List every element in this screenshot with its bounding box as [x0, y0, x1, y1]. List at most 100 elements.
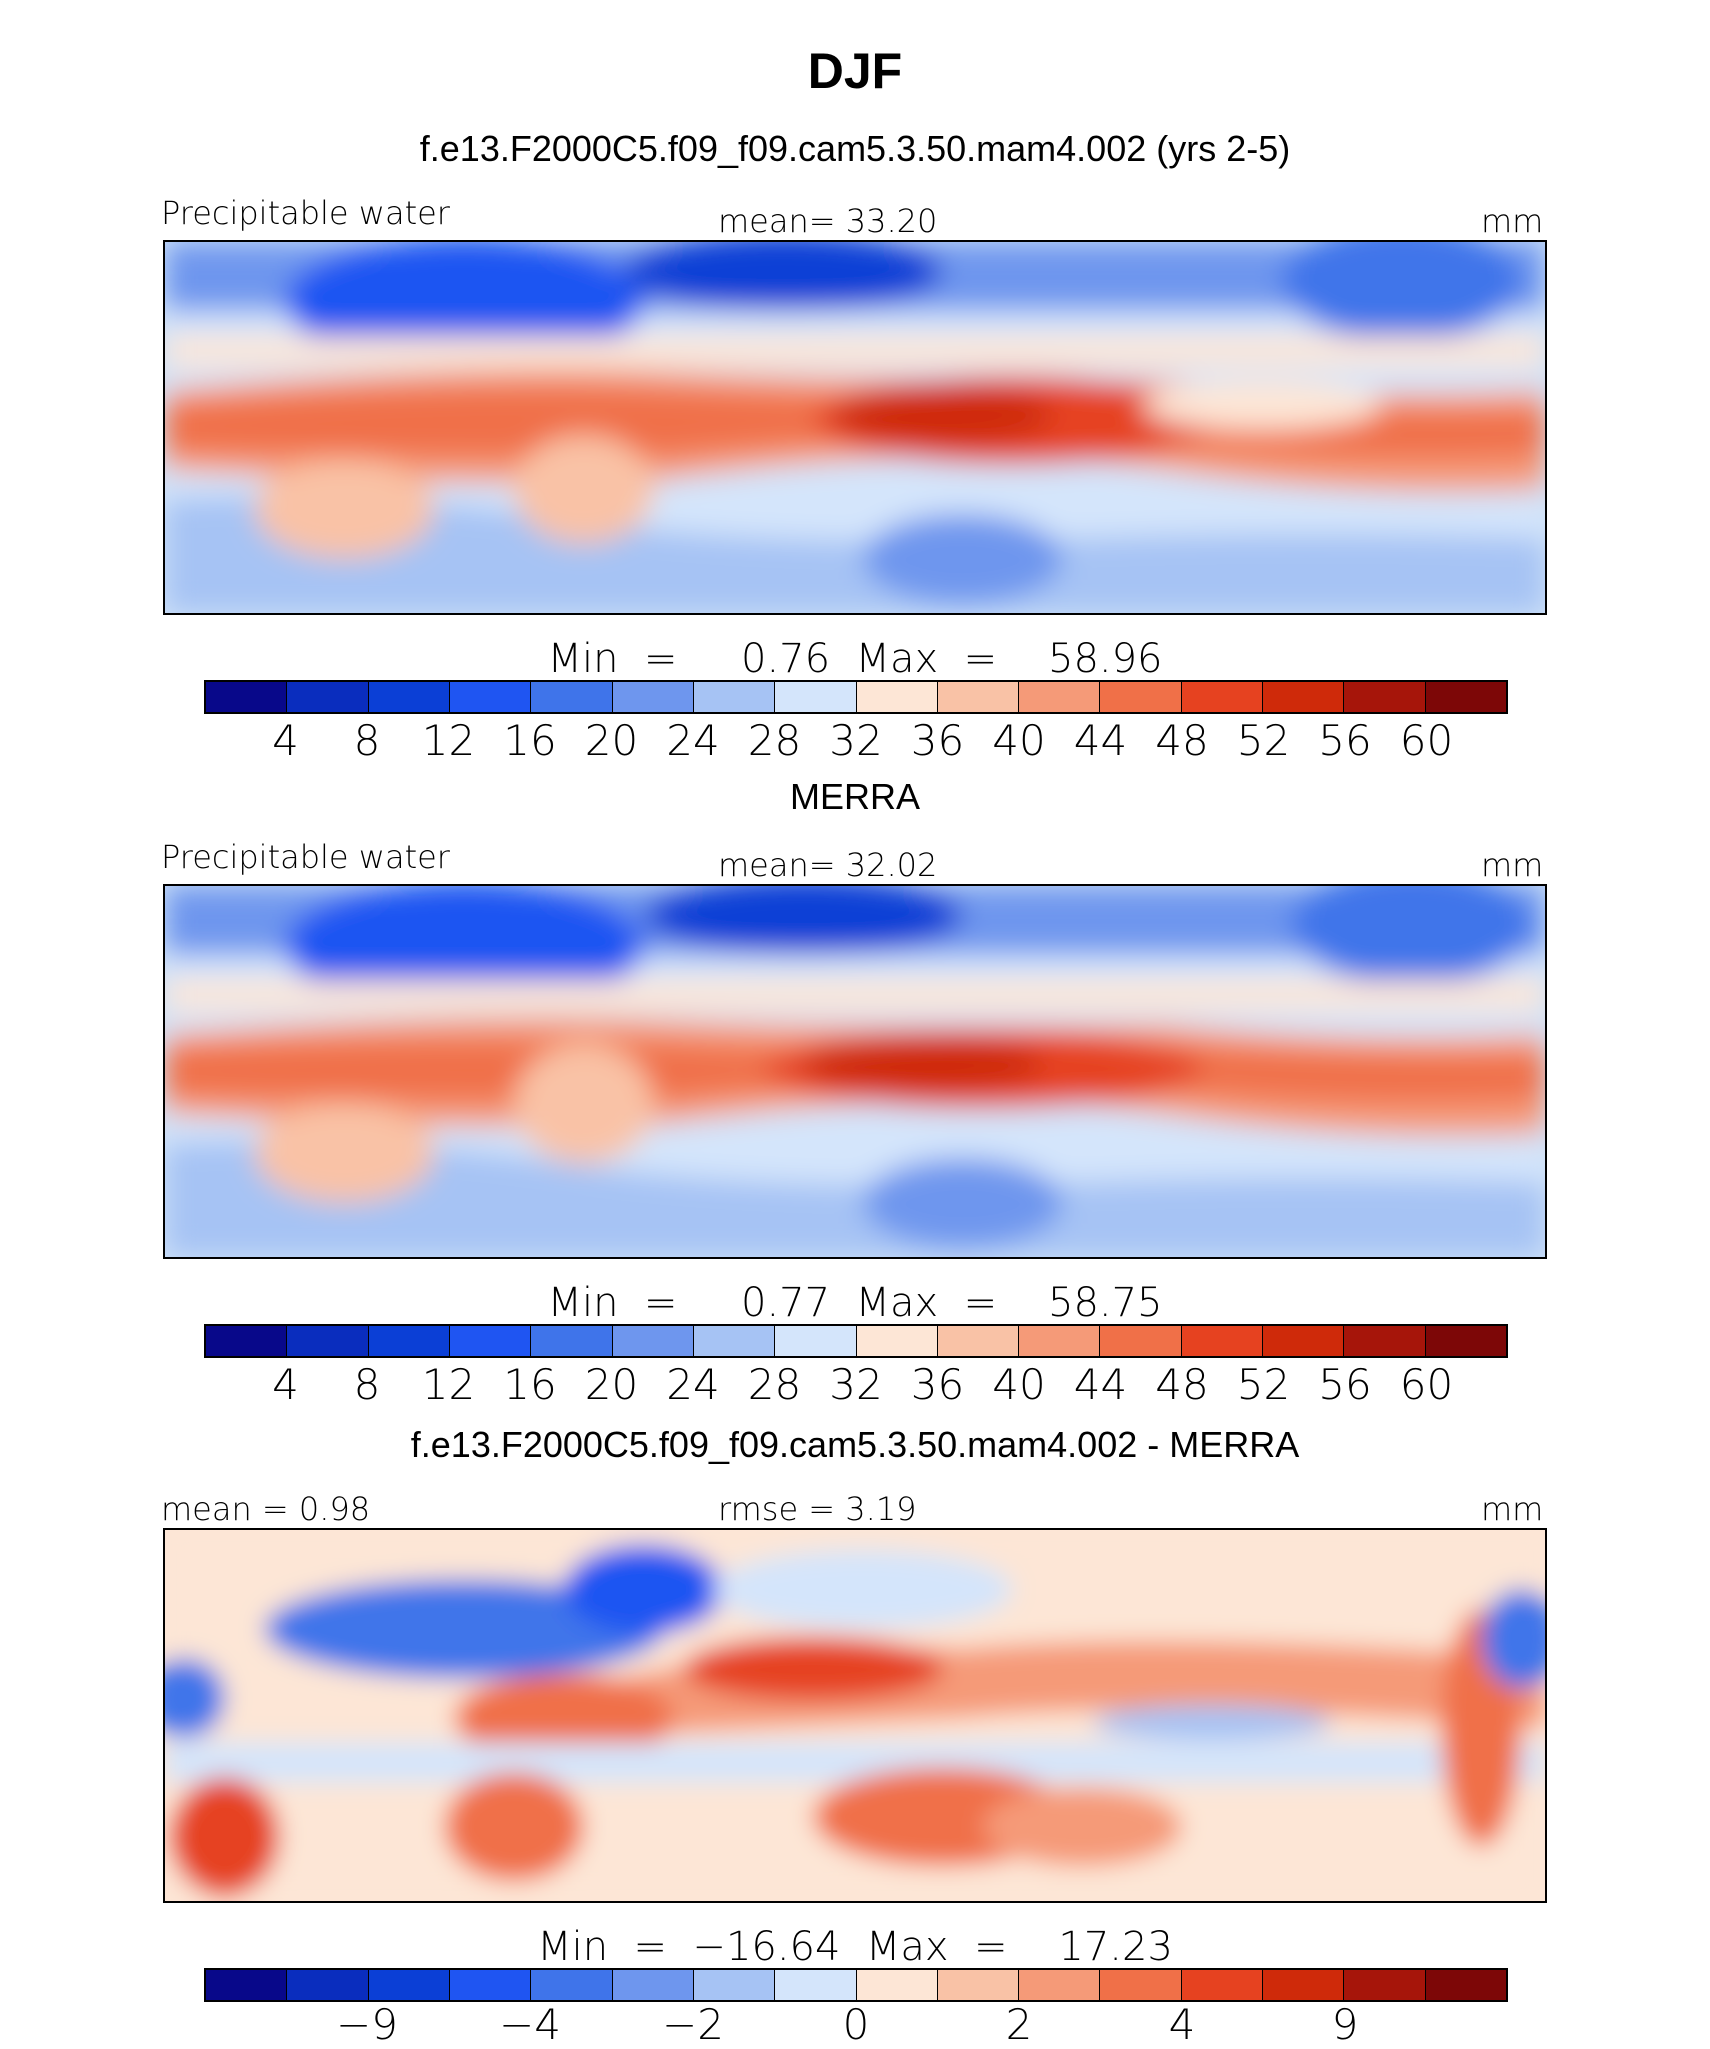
colorbar-1-swatch-1	[287, 682, 369, 712]
panel-3-map	[163, 1528, 1547, 1903]
panel-3-map-svg	[165, 1530, 1545, 1901]
colorbar-1-tick-label: 48	[1155, 716, 1209, 765]
colorbar-1-swatch-15	[1425, 682, 1506, 712]
panel-1-mean-label: mean= 33.20	[718, 202, 938, 240]
colorbar-1-tick-label: 40	[992, 716, 1046, 765]
colorbar-2-tick-label: 36	[910, 1360, 965, 1409]
panel-1-map	[163, 240, 1547, 615]
colorbar-1-swatch-7	[775, 682, 857, 712]
colorbar-1-swatch-5	[612, 682, 694, 712]
panel-1-subtitle: f.e13.F2000C5.f09_f09.cam5.3.50.mam4.002…	[419, 128, 1291, 169]
colorbar-1-tick-label: 16	[503, 716, 557, 765]
colorbar-2-swatch-0	[206, 1326, 288, 1356]
colorbar-2-tick-label: 24	[666, 1360, 720, 1409]
colorbar-1-swatch-0	[206, 682, 288, 712]
colorbar-2-swatch-5	[612, 1326, 694, 1356]
colorbar-3-swatch-15	[1425, 1970, 1506, 2000]
colorbar-2-tick-label: 28	[747, 1360, 802, 1409]
colorbar-3-swatch-2	[368, 1970, 450, 2000]
colorbar-3-swatch-0	[206, 1970, 288, 2000]
panel-2-colorbar-ticks: 4 8 12 16 20 24 28 32 36 40 44 48 52 56 60	[204, 1360, 1508, 1409]
panel-3-mean-label: mean = 0.98	[161, 1490, 371, 1528]
panel-3-rmse-label: rmse = 3.19	[718, 1490, 917, 1528]
colorbar-2-swatch-8	[856, 1326, 938, 1356]
colorbar-1-swatch-10	[1019, 682, 1101, 712]
colorbar-2-tick-label: 4	[272, 1360, 299, 1409]
colorbar-1-swatch-9	[937, 682, 1020, 712]
panel-2-colorbar	[204, 1324, 1508, 1358]
colorbar-1-swatch-3	[449, 682, 532, 712]
colorbar-1-swatch-2	[368, 682, 450, 712]
colorbar-3-tick-label: 0	[842, 2000, 870, 2049]
colorbar-3-tick-label: 9	[1331, 2000, 1359, 2049]
colorbar-2-tick-label: 48	[1155, 1360, 1209, 1409]
colorbar-1-tick-label: 36	[910, 716, 965, 765]
colorbar-1-tick-label: 4	[272, 716, 299, 765]
panel-3-subtitle: f.e13.F2000C5.f09_f09.cam5.3.50.mam4.002…	[410, 1424, 1300, 1465]
colorbar-1-tick-label: 32	[829, 716, 883, 765]
colorbar-3-swatch-10	[1019, 1970, 1101, 2000]
panel-1-colorbar	[204, 680, 1508, 714]
colorbar-1-swatch-4	[531, 682, 613, 712]
colorbar-1-tick-label: 44	[1073, 716, 1128, 765]
panel-3-minmax: Min = −16.64 Max = 17.23	[537, 1924, 1173, 1970]
colorbar-3-swatch-5	[612, 1970, 694, 2000]
colorbar-1-tick-label: 20	[584, 716, 639, 765]
panel-2-variable-label: Precipitable water	[161, 838, 450, 876]
colorbar-3-swatch-3	[449, 1970, 532, 2000]
colorbar-2-swatch-15	[1425, 1326, 1506, 1356]
colorbar-2-tick-label: 12	[421, 1360, 476, 1409]
panel-1-variable-label: Precipitable water	[161, 194, 450, 232]
colorbar-2-swatch-9	[937, 1326, 1020, 1356]
colorbar-2-swatch-1	[287, 1326, 369, 1356]
panel-2-map	[163, 884, 1547, 1259]
colorbar-3-swatch-4	[531, 1970, 613, 2000]
panel-2-minmax: Min = 0.77 Max = 58.75	[547, 1280, 1163, 1326]
colorbar-3-swatch-7	[775, 1970, 857, 2000]
colorbar-3-tick-label: 4	[1168, 2000, 1196, 2049]
colorbar-2-swatch-14	[1344, 1326, 1426, 1356]
colorbar-2-tick-label: 40	[992, 1360, 1046, 1409]
panel-1-minmax: Min = 0.76 Max = 58.96	[547, 636, 1163, 682]
colorbar-1-swatch-13	[1263, 682, 1345, 712]
colorbar-3-swatch-9	[937, 1970, 1020, 2000]
colorbar-3-swatch-8	[856, 1970, 938, 2000]
colorbar-2-swatch-3	[449, 1326, 532, 1356]
panel-2-map-svg	[165, 886, 1545, 1257]
colorbar-2-tick-label: 32	[829, 1360, 883, 1409]
colorbar-1-tick-label: 28	[747, 716, 802, 765]
colorbar-3-swatch-6	[693, 1970, 776, 2000]
figure-title: DJF	[807, 43, 903, 99]
colorbar-3-swatch-14	[1344, 1970, 1426, 2000]
colorbar-3-tick-label: −2	[662, 2000, 724, 2049]
panel-2-mean-label: mean= 32.02	[718, 846, 938, 884]
colorbar-2-tick-label: 44	[1073, 1360, 1128, 1409]
panel-1-colorbar-ticks: 4 8 12 16 20 24 28 32 36 40 44 48 52 56 60	[204, 716, 1508, 765]
colorbar-2-tick-label: 60	[1399, 1360, 1454, 1409]
colorbar-1-swatch-11	[1100, 682, 1182, 712]
panel-3-colorbar-ticks: −9 −4 −2 0 2 4 9	[204, 2000, 1508, 2049]
colorbar-1-tick-label: 56	[1318, 716, 1372, 765]
colorbar-1-swatch-14	[1344, 682, 1426, 712]
colorbar-3-swatch-13	[1263, 1970, 1345, 2000]
colorbar-3-swatch-11	[1100, 1970, 1182, 2000]
colorbar-2-swatch-11	[1100, 1326, 1182, 1356]
colorbar-2-tick-label: 16	[503, 1360, 557, 1409]
colorbar-1-tick-label: 52	[1236, 716, 1291, 765]
colorbar-2-swatch-2	[368, 1326, 450, 1356]
colorbar-1-swatch-6	[693, 682, 776, 712]
colorbar-3-tick-label: −9	[336, 2000, 398, 2049]
colorbar-1-swatch-12	[1181, 682, 1264, 712]
panel-1-map-svg	[165, 242, 1545, 613]
colorbar-1-swatch-8	[856, 682, 938, 712]
panel-2-subtitle: MERRA	[789, 776, 920, 817]
colorbar-2-swatch-10	[1019, 1326, 1101, 1356]
colorbar-1-tick-label: 24	[666, 716, 720, 765]
colorbar-2-swatch-4	[531, 1326, 613, 1356]
colorbar-2-swatch-13	[1263, 1326, 1345, 1356]
colorbar-1-tick-label: 8	[353, 716, 381, 765]
colorbar-1-tick-label: 12	[421, 716, 476, 765]
colorbar-1-tick-label: 60	[1399, 716, 1454, 765]
colorbar-2-swatch-6	[693, 1326, 776, 1356]
colorbar-3-swatch-12	[1181, 1970, 1264, 2000]
